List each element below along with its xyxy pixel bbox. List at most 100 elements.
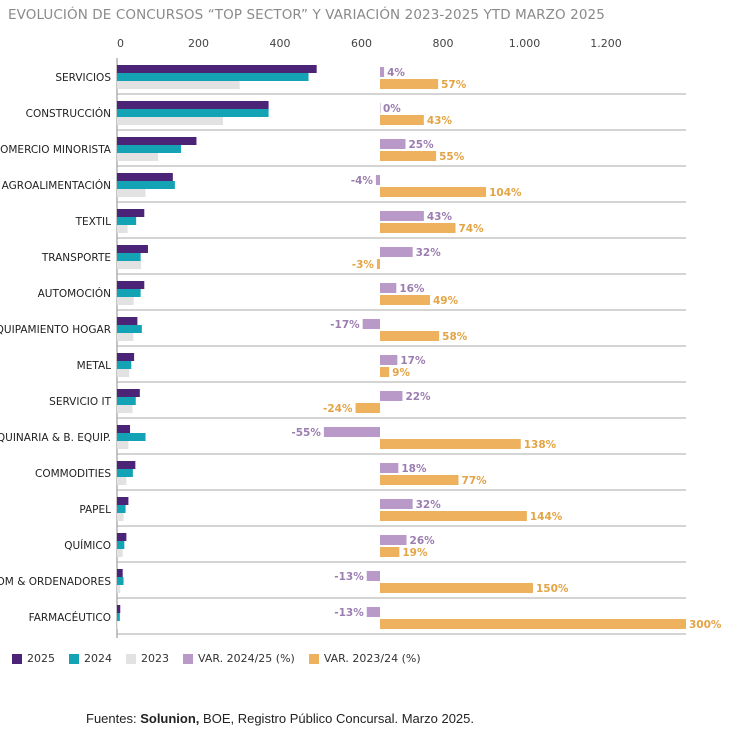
category-label: EQUIPAMIENTO HOGAR [0,324,111,336]
var-2024-25-bar [380,355,398,365]
category-label: TEXTIL [75,216,112,228]
var-2023-24-label: 58% [442,331,468,343]
var-2023-24-bar [380,619,686,629]
var-2023-24-bar [380,223,456,233]
var-2023-24-label: 57% [441,79,467,91]
var-2024-25-bar [380,283,397,293]
var-2023-24-label: 74% [458,223,484,235]
category-label: TELECOM & ORDENADORES [0,576,111,588]
legend-item: 2025 [12,652,55,665]
var-2024-25-bar [380,67,385,77]
legend-label: VAR. 2023/24 (%) [323,652,421,665]
var-2024-25-bar [380,139,406,149]
bar-2024 [117,613,120,621]
bar-2023 [117,81,240,89]
legend-item: VAR. 2023/24 (%) [308,652,421,665]
category-label: AUTOMOCIÓN [38,287,111,300]
bar-2025 [117,461,136,469]
bar-2023 [117,153,159,161]
category-label: COMMODITIES [35,468,111,480]
legend-item: VAR. 2024/25 (%) [183,652,295,665]
var-2024-25-label: 32% [416,247,442,259]
bar-2024 [117,109,269,117]
bar-2023 [117,333,134,341]
x-tick-label: 600 [351,37,372,50]
var-2024-25-label: 32% [416,499,442,511]
var-2023-24-label: 49% [433,295,459,307]
chart-svg: 0 200 400 600 800 1.000 1.200 SERVICIOS 4% 57% CON… [0,37,722,638]
var-2023-24-bar [380,79,439,89]
bar-2023 [117,369,130,377]
var-2023-24-bar [380,511,527,521]
var-2024-25-label: 17% [400,355,426,367]
bar-2025 [117,497,129,505]
var-2024-25-bar [380,535,407,545]
bar-2025 [117,389,140,397]
var-2023-24-bar [380,583,533,593]
bar-2024 [117,505,126,513]
legend: 2025 2024 2023 VAR. 2024/25 (%) VAR. 2023/24… [12,652,435,665]
var-2023-24-bar [380,439,521,449]
var-2023-24-label: 19% [402,547,428,559]
var-2023-24-bar [376,259,380,269]
legend-swatch [126,653,136,664]
var-2024-25-bar [380,391,403,401]
var-2024-25-bar [366,571,380,581]
var-2024-25-bar [366,607,380,617]
var-2023-24-label: 43% [427,115,453,127]
bar-2024 [117,289,141,297]
var-2024-25-label: 4% [387,67,405,79]
legend-swatch [183,653,193,664]
bar-2023 [117,621,118,629]
var-2024-25-bar [380,499,413,509]
var-2023-24-bar [380,475,459,485]
legend-label: VAR. 2024/25 (%) [198,652,295,665]
legend-item: 2024 [69,652,112,665]
x-tick-label: 400 [270,37,291,50]
bar-2023 [117,405,133,413]
x-tick-label: 1.000 [509,37,541,50]
bar-2025 [117,317,138,325]
var-2024-25-label: 0% [383,103,401,115]
bar-2024 [117,433,146,441]
bar-2025 [117,101,269,109]
category-label: TRANSPORTE [41,252,111,264]
var-2023-24-label: 104% [489,187,522,199]
category-label: SERVICIOS [55,72,111,84]
x-tick-label: 200 [188,37,209,50]
var-2024-25-bar [323,427,380,437]
var-2023-24-label: 144% [530,511,563,523]
category-label: AGROALIMENTACIÓN [2,179,111,192]
bar-2024 [117,73,309,81]
chart-title: EVOLUCIÓN DE CONCURSOS “TOP SECTOR” Y VA… [8,7,605,23]
source-prefix: Fuentes: [86,711,141,726]
bar-2025 [117,65,317,73]
var-2023-24-label: -24% [323,403,353,415]
var-2024-25-label: 43% [427,211,453,223]
var-2024-25-label: -17% [330,319,360,331]
category-label: SERVICIO IT [49,396,111,408]
var-2023-24-bar [380,547,400,557]
bar-2025 [117,137,197,145]
legend-swatch [12,653,22,664]
bar-2024 [117,325,142,333]
var-2024-25-bar [380,103,381,113]
bar-2025 [117,569,123,577]
var-2023-24-bar [380,295,430,305]
bar-2023 [117,477,127,485]
category-label: QUÍMICO [64,539,111,552]
var-2024-25-label: 18% [401,463,427,475]
var-2024-25-label: -13% [334,571,364,583]
source-note: Fuentes: Solunion, BOE, Registro Público… [86,711,474,726]
var-2023-24-bar [380,151,437,161]
var-2023-24-label: 77% [462,475,488,487]
var-2023-24-label: 9% [392,367,410,379]
category-label: FARMACÉUTICO [29,611,111,624]
bar-2025 [117,173,173,181]
legend-swatch [308,653,319,664]
bar-2024 [117,577,124,585]
bar-2024 [117,181,175,189]
var-2023-24-label: 55% [439,151,465,163]
bar-2023 [117,189,146,197]
var-2023-24-label: 150% [536,583,569,595]
